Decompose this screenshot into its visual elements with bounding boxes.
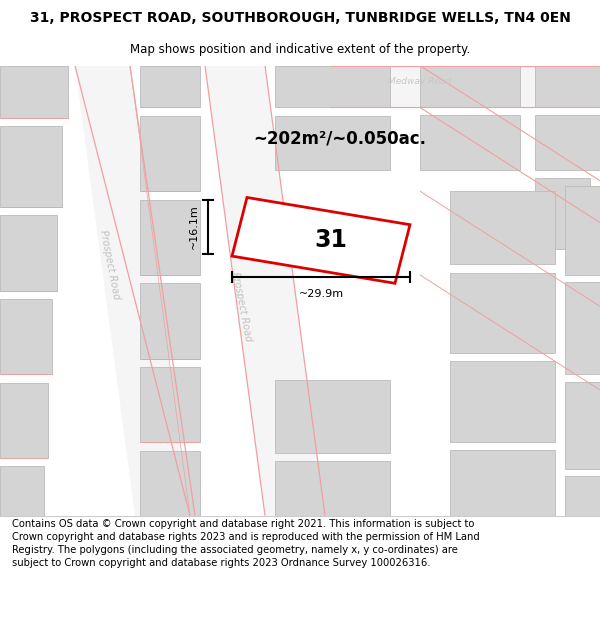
Polygon shape: [420, 115, 520, 170]
Polygon shape: [450, 450, 555, 516]
Polygon shape: [232, 198, 410, 283]
Text: Medway Road: Medway Road: [388, 77, 452, 86]
Text: Map shows position and indicative extent of the property.: Map shows position and indicative extent…: [130, 42, 470, 56]
Polygon shape: [0, 215, 57, 291]
Polygon shape: [565, 186, 600, 275]
Polygon shape: [565, 282, 600, 374]
Text: Prospect Road: Prospect Road: [98, 229, 122, 300]
Text: 31, PROSPECT ROAD, SOUTHBOROUGH, TUNBRIDGE WELLS, TN4 0EN: 31, PROSPECT ROAD, SOUTHBOROUGH, TUNBRID…: [29, 11, 571, 26]
Polygon shape: [0, 299, 52, 374]
Text: ~16.1m: ~16.1m: [189, 204, 199, 249]
Polygon shape: [205, 66, 325, 516]
Polygon shape: [535, 66, 600, 108]
Polygon shape: [0, 466, 44, 516]
Polygon shape: [140, 283, 200, 359]
Polygon shape: [275, 116, 390, 170]
Polygon shape: [330, 66, 600, 108]
Polygon shape: [565, 476, 600, 516]
Polygon shape: [450, 273, 555, 353]
Polygon shape: [450, 191, 555, 264]
Polygon shape: [140, 199, 200, 275]
Polygon shape: [0, 126, 62, 207]
Polygon shape: [0, 382, 48, 458]
Polygon shape: [450, 361, 555, 442]
Polygon shape: [275, 461, 390, 516]
Polygon shape: [140, 367, 200, 442]
Polygon shape: [140, 66, 200, 108]
Polygon shape: [140, 451, 200, 516]
Polygon shape: [75, 66, 190, 516]
Text: ~29.9m: ~29.9m: [298, 289, 344, 299]
Text: ~202m²/~0.050ac.: ~202m²/~0.050ac.: [254, 130, 427, 148]
Text: Contains OS data © Crown copyright and database right 2021. This information is : Contains OS data © Crown copyright and d…: [12, 519, 480, 568]
Polygon shape: [535, 177, 590, 249]
Polygon shape: [140, 116, 200, 191]
Polygon shape: [275, 379, 390, 453]
Polygon shape: [420, 66, 520, 108]
Polygon shape: [535, 115, 600, 170]
Polygon shape: [0, 66, 68, 118]
Text: 31: 31: [314, 228, 347, 253]
Text: Prospect Road: Prospect Road: [230, 271, 254, 342]
Polygon shape: [275, 66, 390, 108]
Polygon shape: [565, 382, 600, 469]
